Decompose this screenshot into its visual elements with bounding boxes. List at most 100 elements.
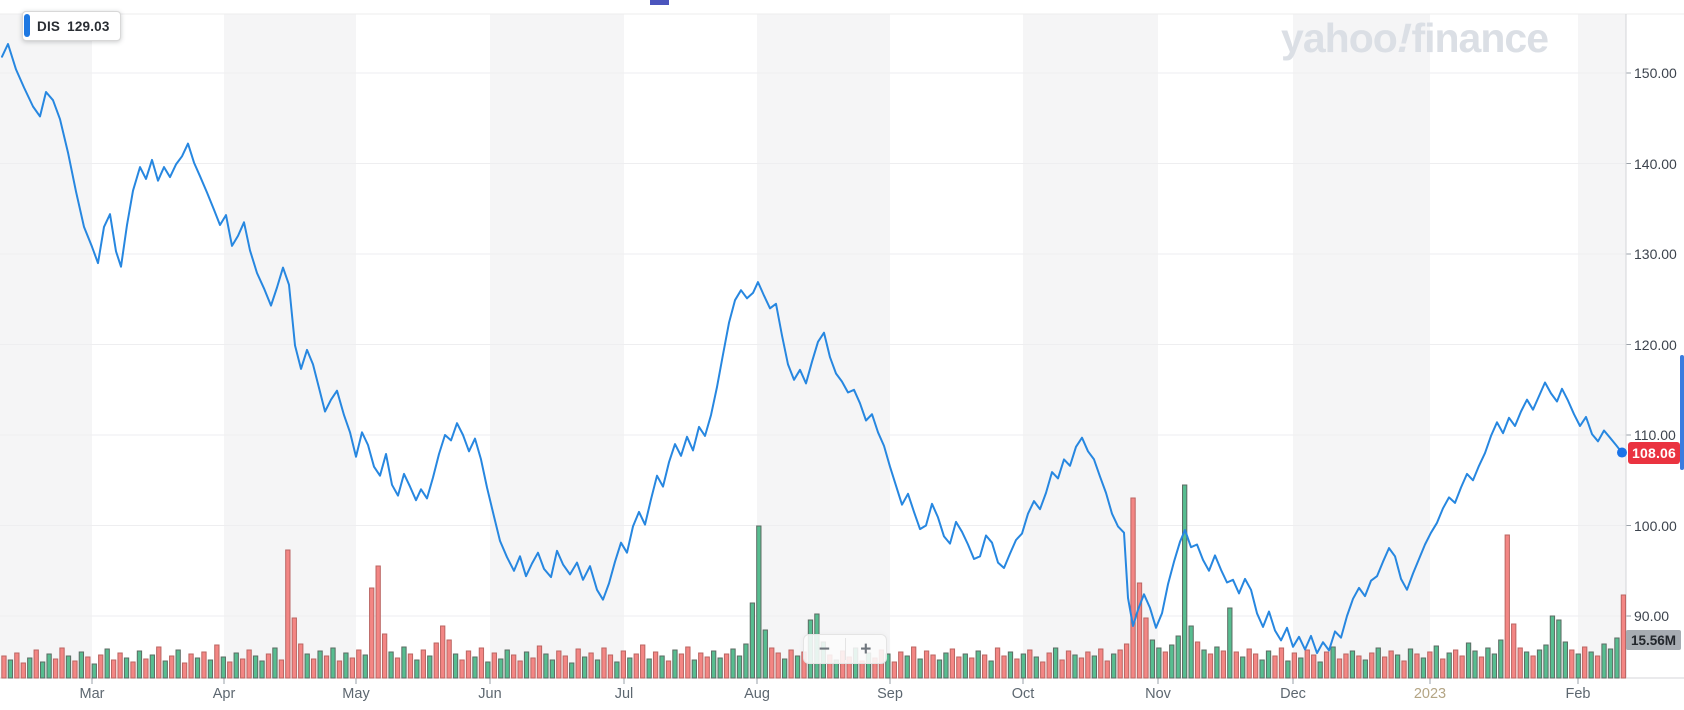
volume-bar [1272,655,1278,679]
volume-bar [962,653,968,679]
volume-bar [1182,484,1188,679]
volume-bar [956,656,962,679]
volume-bar [652,651,659,679]
volume-bar [1588,651,1594,679]
volume-bar [698,652,704,679]
volume-bar [517,660,523,679]
x-axis-label: Feb [1565,686,1591,702]
volume-bar [1130,497,1136,679]
volume-bar [117,652,123,679]
volume-bar [452,653,459,679]
volume-bar [291,617,297,679]
volume-bar [1227,607,1233,679]
scrollbar-thumb[interactable] [1680,355,1684,470]
volume-bar [130,661,136,679]
hover-tooltip: DIS 129.03 [22,11,121,41]
volume-bar [1401,660,1407,679]
volume-bar [1298,657,1304,679]
volume-bar [1311,654,1317,679]
volume-bar [1136,582,1143,679]
volume-bar [201,651,207,679]
volume-bar [136,650,143,679]
volume-bar [91,663,97,679]
volume-bar [233,652,239,679]
y-axis-label: 110.00 [1634,427,1676,443]
volume-bar [27,657,33,679]
volume-bar [1575,653,1581,679]
volume-bar [1369,652,1375,679]
volume-bar [1304,649,1310,679]
volume-bar [1169,644,1175,679]
volume-bar [1446,652,1452,679]
month-stripe [0,14,92,678]
zoom-out-button[interactable]: − [818,638,830,660]
volume-bar [969,657,975,679]
volume-bar [562,655,568,679]
volume-bar [775,652,781,679]
volume-bar [46,653,52,679]
last-price-dot [1617,447,1627,458]
volume-bar [1052,647,1059,679]
zoom-divider [844,638,846,660]
volume-bar [988,660,994,679]
volume-bar [246,649,252,679]
volume-bar [1465,642,1472,679]
month-stripe [1293,14,1430,678]
volume-bar [949,648,956,679]
volume-bar [356,649,362,679]
volume-bar [446,639,452,679]
y-axis-label: 90.00 [1634,608,1670,624]
x-axis-label: Mar [79,686,105,702]
volume-bar [1356,655,1362,679]
volume-bar [743,643,749,679]
volume-bar [1072,654,1078,679]
volume-bar [52,658,59,679]
volume-bar [214,644,220,679]
volume-bar [317,650,323,679]
volume-bar [536,645,543,679]
volume-bar [1375,647,1381,679]
volume-bar [749,602,756,679]
volume-bar [420,649,426,679]
volume-bar [640,644,646,679]
volume-bar [1175,635,1181,679]
volume-bar [1007,651,1014,679]
volume-bar [349,657,356,679]
volume-bar [620,650,626,679]
x-axis-label: Jul [614,686,634,702]
volume-bar [982,654,988,679]
x-axis-label: May [342,686,370,702]
volume-bar [723,653,730,679]
volume-bar [769,647,775,679]
volume-bar [1523,651,1530,679]
volume-bar [1,655,7,679]
volume-bar [478,647,485,679]
volume-bar [685,646,691,679]
volume-bar [1098,648,1104,679]
volume-bar [491,652,497,679]
volume-bar [1343,653,1349,679]
volume-bar [549,659,556,679]
volume-bar [1472,650,1478,679]
volume-bar [1123,643,1130,679]
last-price-badge: 108.06 [1628,441,1680,464]
volume-bar [1188,625,1194,679]
zoom-in-button[interactable]: + [860,638,872,660]
volume-bar [143,658,149,679]
volume-bar [1407,648,1414,679]
volume-bar [711,650,717,679]
volume-bar [465,650,472,679]
volume-bar [911,646,917,679]
volume-bar [149,654,155,679]
top-scroll-indicator[interactable] [650,0,669,5]
x-axis-label: Dec [1280,686,1306,702]
volume-bar [1046,652,1052,679]
y-axis-label: 120.00 [1634,336,1677,353]
volume-bar [756,525,762,679]
volume-bar [175,649,181,679]
volume-bar [1349,650,1356,679]
volume-bar [265,653,272,679]
volume-bar [85,656,91,679]
volume-bar [310,658,317,679]
